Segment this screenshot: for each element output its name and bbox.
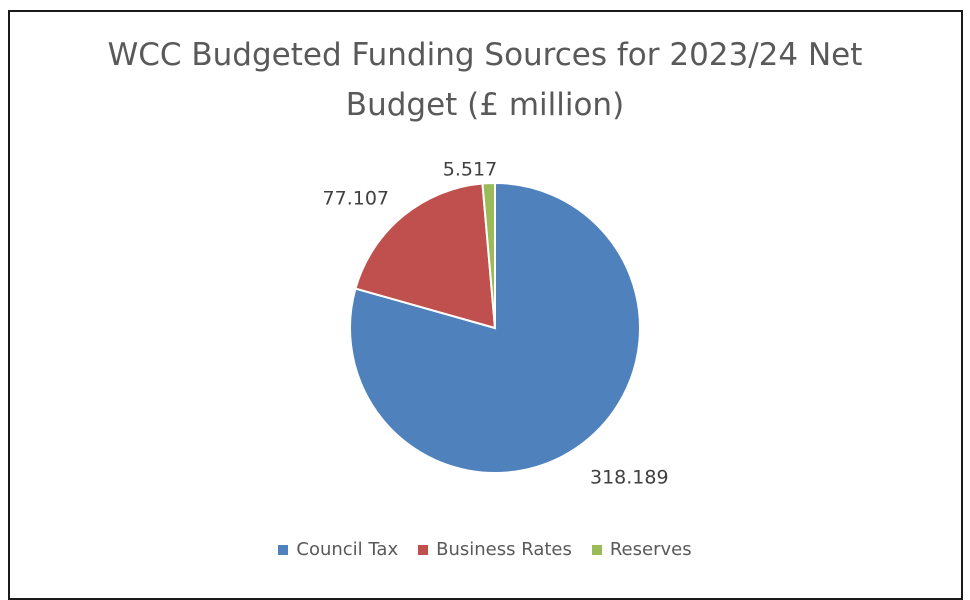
pie-slice-reserves <box>481 181 496 329</box>
legend-label-business-rates: Business Rates <box>436 539 572 560</box>
chart-title-line-1: WCC Budgeted Funding Sources for 2023/24… <box>107 37 863 73</box>
legend-item-business-rates: Business Rates <box>418 539 572 560</box>
legend-swatch-reserves <box>591 544 602 555</box>
legend-label-council-tax: Council Tax <box>296 539 399 560</box>
data-label-business-rates: 77.107 <box>323 188 389 210</box>
legend-item-reserves: Reserves <box>591 539 692 560</box>
pie-slices <box>349 181 641 474</box>
data-label-council-tax: 318.189 <box>590 467 669 489</box>
chart-title-line-2: Budget (£ million) <box>345 87 625 123</box>
pie-data-labels: 318.189 77.107 5.517 <box>323 159 669 489</box>
legend-item-council-tax: Council Tax <box>278 539 398 560</box>
chart-title: WCC Budgeted Funding Sources for 2023/24… <box>0 30 970 130</box>
legend-swatch-council-tax <box>278 544 289 555</box>
legend-label-reserves: Reserves <box>609 539 692 560</box>
data-label-reserves: 5.517 <box>443 159 497 181</box>
pie-chart: 318.189 77.107 5.517 <box>323 159 669 489</box>
legend-swatch-business-rates <box>418 544 429 555</box>
chart-legend: Council Tax Business Rates Reserves <box>0 539 970 560</box>
pie-slice-business-rates <box>354 182 497 330</box>
